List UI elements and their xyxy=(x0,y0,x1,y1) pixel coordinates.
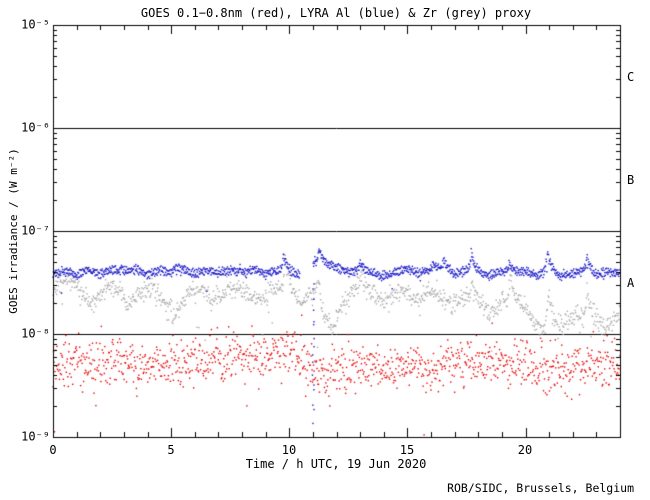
y-tick-label-1e-8: 10⁻⁸ xyxy=(21,326,50,341)
chart-title: GOES 0.1−0.8nm (red), LYRA Al (blue) & Z… xyxy=(140,6,532,20)
x-tick-label-10: 10 xyxy=(281,443,297,457)
credit-text: ROB/SIDC, Brussels, Belgium xyxy=(447,481,634,495)
flare-class-label-c: C xyxy=(627,70,635,84)
y-tick-label-1e-5: 10⁻⁵ xyxy=(21,17,50,32)
y-tick-label-1e-7: 10⁻⁷ xyxy=(21,223,50,238)
y-tick-label-1e-6: 10⁻⁶ xyxy=(21,120,50,135)
flare-class-label-b: B xyxy=(627,173,635,187)
y-tick-label-1e-9: 10⁻⁹ xyxy=(21,429,50,444)
x-tick-label-15: 15 xyxy=(399,443,415,457)
x-tick-label-20: 20 xyxy=(517,443,533,457)
x-tick-label-0: 0 xyxy=(49,443,57,457)
flare-class-label-a: A xyxy=(627,276,635,290)
x-axis-label: Time / h UTC, 19 Jun 2020 xyxy=(245,457,427,471)
x-tick-label-5: 5 xyxy=(167,443,175,457)
